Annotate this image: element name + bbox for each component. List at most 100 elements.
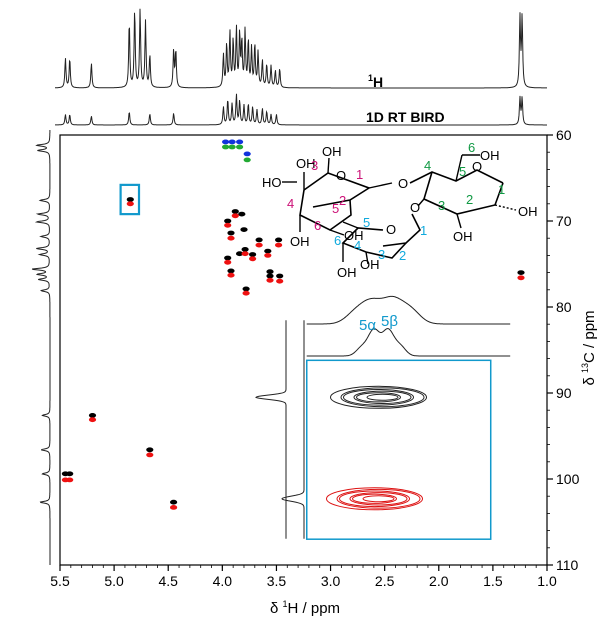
x-tick-label: 1.5	[483, 573, 503, 589]
inset-contour-black	[330, 385, 428, 409]
cross-peak	[242, 286, 250, 292]
highlight-box	[119, 183, 141, 216]
cross-peak	[227, 230, 235, 236]
cross-peak	[517, 275, 525, 281]
ring3-label-6: 6	[334, 233, 341, 248]
cross-peak	[231, 213, 239, 219]
cross-peak	[264, 253, 272, 258]
ring3-label-1: 1	[420, 223, 427, 238]
x-tick-label: 4.0	[213, 573, 233, 589]
ring3-label-3: 3	[378, 247, 385, 262]
ring3-lower-bonds	[341, 227, 407, 259]
inset-contour-red	[339, 490, 411, 508]
trisaccharide-structure: O OH OH HO OH OH 1 2 3 4 5 6 O O OH OH O…	[262, 140, 538, 280]
x-tick-label: 3.0	[321, 573, 341, 589]
cross-peak	[227, 272, 235, 278]
cross-peak	[275, 237, 283, 243]
cross-peak	[275, 242, 283, 248]
y-tick-label: 70	[556, 213, 572, 229]
cross-peak	[266, 277, 274, 283]
cross-peaks	[61, 139, 525, 510]
x-axis: 5.5 5.0 4.5 4.0 3.5 3.0 2.5 2.0 1.5 1.0	[50, 565, 557, 589]
y-tick-label: 80	[556, 299, 572, 315]
ring2-label-5: 5	[459, 164, 466, 179]
ring3-upper-bonds	[382, 213, 421, 247]
cross-peak	[228, 144, 236, 150]
label-5-beta: 5β	[381, 313, 398, 330]
inset-contour-red	[326, 487, 424, 511]
y-tick-label: 90	[556, 385, 572, 401]
cross-peak	[224, 255, 232, 261]
x-tick-label: 1.0	[537, 573, 557, 589]
y-tick-label: 110	[556, 557, 579, 573]
cross-peak	[170, 505, 178, 510]
proton-spectrum-line	[55, 8, 547, 89]
cross-peak	[243, 157, 251, 163]
cross-peak	[88, 413, 97, 418]
carbon-spectrum-line	[31, 130, 51, 565]
ring1-label-4: 4	[287, 196, 294, 211]
ring1-label-6: 6	[314, 218, 321, 233]
ring1-bond	[329, 229, 345, 236]
ring2-label-1: 1	[498, 182, 505, 197]
cross-peak	[249, 252, 257, 257]
label-5-alpha: 5α	[359, 317, 376, 334]
cross-peak	[276, 273, 284, 279]
cross-peak	[242, 290, 250, 296]
cross-peak	[170, 499, 178, 505]
cross-peak	[224, 218, 232, 224]
inset-contour-black	[356, 392, 402, 403]
cross-peak	[236, 139, 244, 145]
hydroxyl-label: OH	[296, 156, 316, 171]
ring3-bond	[365, 251, 369, 265]
x-tick-label: 5.0	[104, 573, 124, 589]
y-axis-title: δ 13C / ppm	[580, 310, 598, 385]
cross-peak	[224, 259, 232, 265]
cross-peak	[276, 278, 284, 284]
cross-peak	[255, 237, 263, 243]
cross-peak	[236, 144, 244, 150]
cross-peak	[249, 256, 257, 262]
ring2-link-oxygen: O	[410, 200, 420, 215]
cross-peak	[266, 269, 274, 275]
hydroxyl-label: OH	[290, 234, 310, 249]
ring1-label-2: 2	[339, 193, 346, 208]
bird-spectrum-line	[55, 93, 547, 126]
bird-trace-label: 1D RT BIRD	[366, 109, 445, 125]
x-tick-label: 2.5	[375, 573, 395, 589]
inset-frame	[305, 359, 492, 540]
hydroxyl-label: OH	[518, 204, 538, 219]
ring1-bond	[327, 157, 330, 174]
x-tick-label: 2.0	[429, 573, 449, 589]
glycosidic-oxygen: O	[398, 176, 408, 191]
y-axis: 60 70 80 90 100 110	[547, 127, 580, 573]
ring1-label-3: 3	[311, 158, 318, 173]
hydroxyl-label: OH	[322, 144, 342, 159]
proton-1d-trace	[55, 8, 547, 89]
ring3-label-5: 5	[363, 215, 370, 230]
cross-peak	[238, 211, 246, 217]
cross-peak	[227, 268, 235, 274]
cross-peak	[228, 139, 236, 145]
inset-projection-left-inner	[281, 320, 305, 539]
cross-peak	[517, 270, 525, 275]
ring3-label-4: 4	[354, 238, 361, 253]
cross-peak	[88, 417, 97, 423]
ring2-label-3: 3	[438, 198, 445, 213]
ring2-oxygen: O	[472, 159, 482, 174]
cross-peak	[243, 151, 251, 157]
cross-peak	[66, 471, 74, 477]
inset-contour-black	[366, 393, 399, 401]
carbon-1d-trace	[31, 130, 51, 565]
ring2-bond	[455, 154, 463, 182]
cross-peak	[222, 144, 230, 150]
inset-projection-left-outer	[255, 320, 287, 539]
ring1-label-5: 5	[332, 201, 339, 216]
cross-peak	[236, 251, 244, 257]
inset-contour-red	[336, 488, 421, 509]
inset-projection-lower	[306, 328, 511, 357]
plot-frame	[59, 134, 548, 566]
ring2-label-2: 2	[466, 192, 473, 207]
hydroxyl-label: OH	[360, 257, 380, 272]
